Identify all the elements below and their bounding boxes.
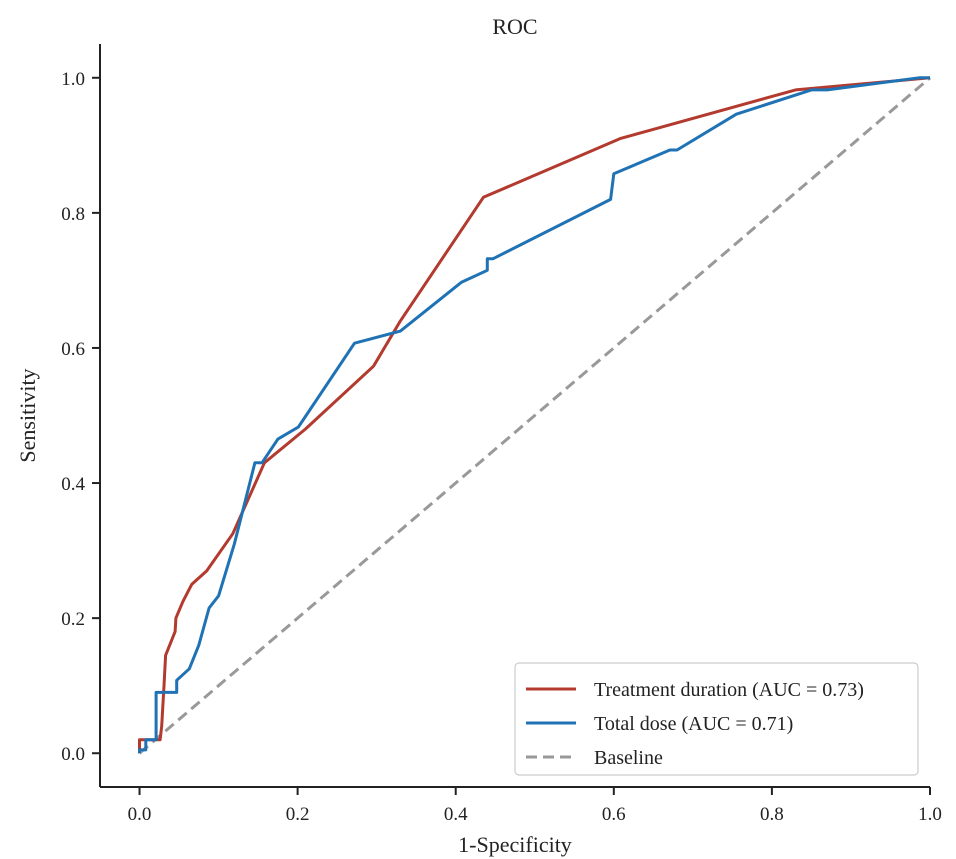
chart-title: ROC — [492, 14, 537, 39]
y-tick-label: 0.8 — [61, 204, 85, 225]
x-tick-label: 1.0 — [918, 804, 942, 825]
x-axis-ticks: 0.0 0.2 0.4 0.6 0.8 1.0 — [128, 787, 942, 825]
x-tick-label: 0.8 — [760, 804, 784, 825]
x-tick-label: 0.4 — [444, 804, 468, 825]
series-line-2 — [138, 76, 931, 755]
x-axis-label: 1-Specificity — [458, 832, 572, 857]
y-tick-label: 1.0 — [61, 69, 85, 90]
y-tick-label: 0.2 — [61, 609, 85, 630]
y-axis-label: Sensitivity — [15, 368, 40, 462]
x-tick-label: 0.2 — [286, 804, 310, 825]
legend-entry-label: Total dose (AUC = 0.71) — [594, 713, 793, 735]
y-tick-label: 0.0 — [61, 744, 85, 765]
y-axis-ticks: 0.0 0.2 0.4 0.6 0.8 1.0 — [61, 69, 100, 765]
series-line-0 — [138, 76, 931, 754]
series-line-1 — [138, 76, 930, 754]
plot-lines — [138, 76, 931, 755]
axes: 0.0 0.2 0.4 0.6 0.8 1.0 0.0 0.2 0.4 0.6 0.8 1.0 — [61, 44, 942, 825]
y-tick-label: 0.4 — [61, 474, 85, 495]
legend: Treatment duration (AUC = 0.73) Total dos… — [514, 662, 919, 776]
legend-entry-label: Treatment duration (AUC = 0.73) — [594, 679, 864, 701]
x-tick-label: 0.0 — [128, 804, 152, 825]
y-tick-label: 0.6 — [61, 339, 85, 360]
legend-entry-label: Baseline — [594, 747, 663, 769]
x-tick-label: 0.6 — [602, 804, 626, 825]
legend-box — [514, 662, 919, 776]
